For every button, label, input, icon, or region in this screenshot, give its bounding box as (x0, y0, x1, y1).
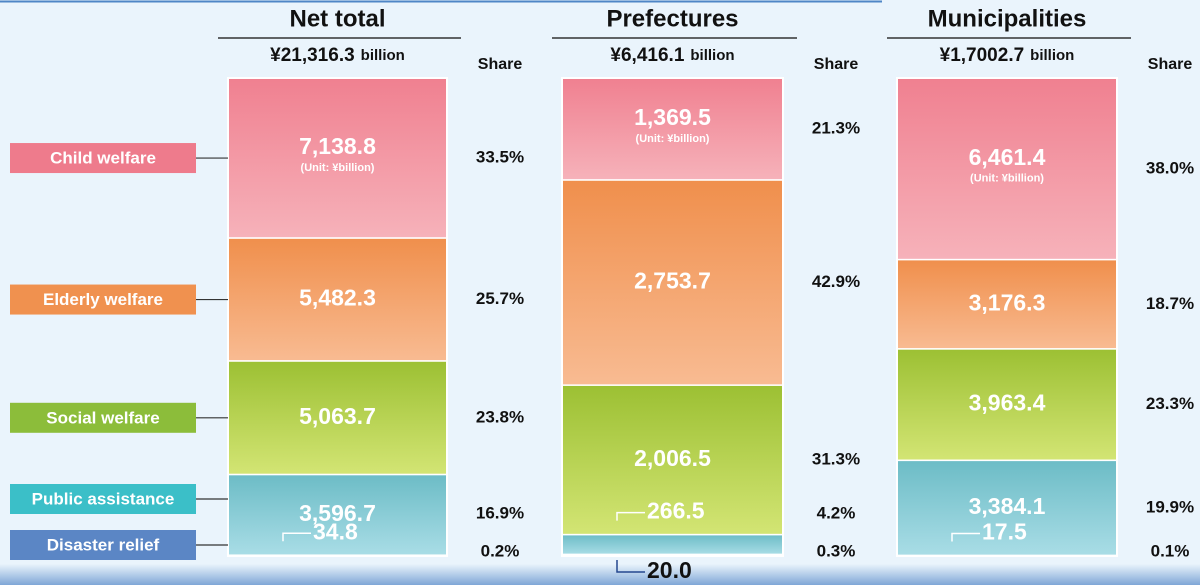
legend-label: Social welfare (46, 408, 159, 427)
value-label: 17.5 (982, 519, 1027, 545)
bar-segment (227, 77, 448, 239)
bar-segment (896, 459, 1118, 557)
share-label: 42.9% (812, 272, 860, 291)
share-label: 23.8% (476, 407, 524, 426)
unit-note: (Unit: ¥billion) (636, 133, 710, 145)
bar-frame (896, 77, 1118, 557)
leader-line (282, 532, 311, 542)
value-label: 2,753.7 (634, 268, 711, 294)
bottom-band (0, 564, 1200, 585)
value-label: 3,384.1 (969, 493, 1046, 519)
total-unit: billion (690, 47, 734, 64)
bar-segment (227, 473, 448, 556)
value-label: 3,963.4 (969, 390, 1046, 416)
total-value: ¥6,416.1 (610, 45, 684, 66)
leader-line (951, 532, 980, 542)
value-label: 3,596.7 (299, 500, 376, 526)
bar-frame (227, 77, 448, 557)
share-heading: Share (1148, 56, 1193, 73)
legend-label: Public assistance (32, 489, 175, 508)
bar-segment (561, 533, 784, 556)
unit-note: (Unit: ¥billion) (970, 173, 1044, 185)
share-label: 23.3% (1146, 394, 1194, 413)
bar-segment (227, 360, 448, 476)
column-title: Municipalities (928, 5, 1087, 32)
share-label: 4.2% (817, 503, 856, 522)
legend-box (10, 530, 196, 560)
value-label: 6,461.4 (969, 144, 1046, 170)
legend-box (10, 284, 196, 315)
share-heading: Share (814, 56, 859, 73)
legend-box (10, 402, 196, 433)
share-label: 25.7% (476, 289, 524, 308)
legend-label: Disaster relief (47, 535, 160, 554)
total-unit: billion (1030, 47, 1074, 64)
legend-box (10, 484, 196, 514)
bar-segment (896, 348, 1118, 462)
value-label: 5,482.3 (299, 285, 376, 311)
total-value: ¥1,7002.7 (940, 45, 1025, 66)
column-title: Prefectures (606, 5, 738, 32)
legend-box (10, 143, 196, 174)
leader-line (616, 560, 645, 573)
share-label: 18.7% (1146, 294, 1194, 313)
value-label: 20.0 (647, 557, 692, 583)
legend-label: Child welfare (50, 149, 156, 168)
value-label: 266.5 (647, 498, 705, 524)
bar-segment (561, 384, 784, 536)
legend-label: Elderly welfare (43, 290, 163, 309)
value-label: 3,176.3 (969, 289, 1046, 315)
value-label: 7,138.8 (299, 133, 376, 159)
unit-note: (Unit: ¥billion) (301, 162, 375, 174)
share-label: 16.9% (476, 503, 524, 522)
share-heading: Share (478, 56, 523, 73)
column-total: ¥6,416.1 billion (610, 45, 734, 66)
share-label: 0.3% (817, 541, 856, 560)
column-total: ¥1,7002.7 billion (940, 45, 1075, 66)
value-label: 2,006.5 (634, 445, 711, 471)
share-label: 31.3% (812, 449, 860, 468)
share-label: 0.1% (1151, 541, 1190, 560)
total-value: ¥21,316.3 (270, 45, 355, 66)
value-label: 34.8 (313, 518, 358, 544)
column-total: ¥21,316.3 billion (270, 45, 405, 66)
bar-segment (896, 258, 1118, 350)
total-unit: billion (361, 47, 405, 64)
share-label: 38.0% (1146, 158, 1194, 177)
bar-segment (896, 77, 1118, 261)
share-label: 21.3% (812, 118, 860, 137)
leader-line (616, 511, 645, 521)
value-label: 5,063.7 (299, 403, 376, 429)
value-label: 1,369.5 (634, 104, 711, 130)
bar-frame (561, 77, 784, 557)
column-title: Net total (290, 5, 386, 32)
share-label: 0.2% (481, 541, 520, 560)
share-label: 33.5% (476, 148, 524, 167)
share-label: 19.9% (1146, 497, 1194, 516)
